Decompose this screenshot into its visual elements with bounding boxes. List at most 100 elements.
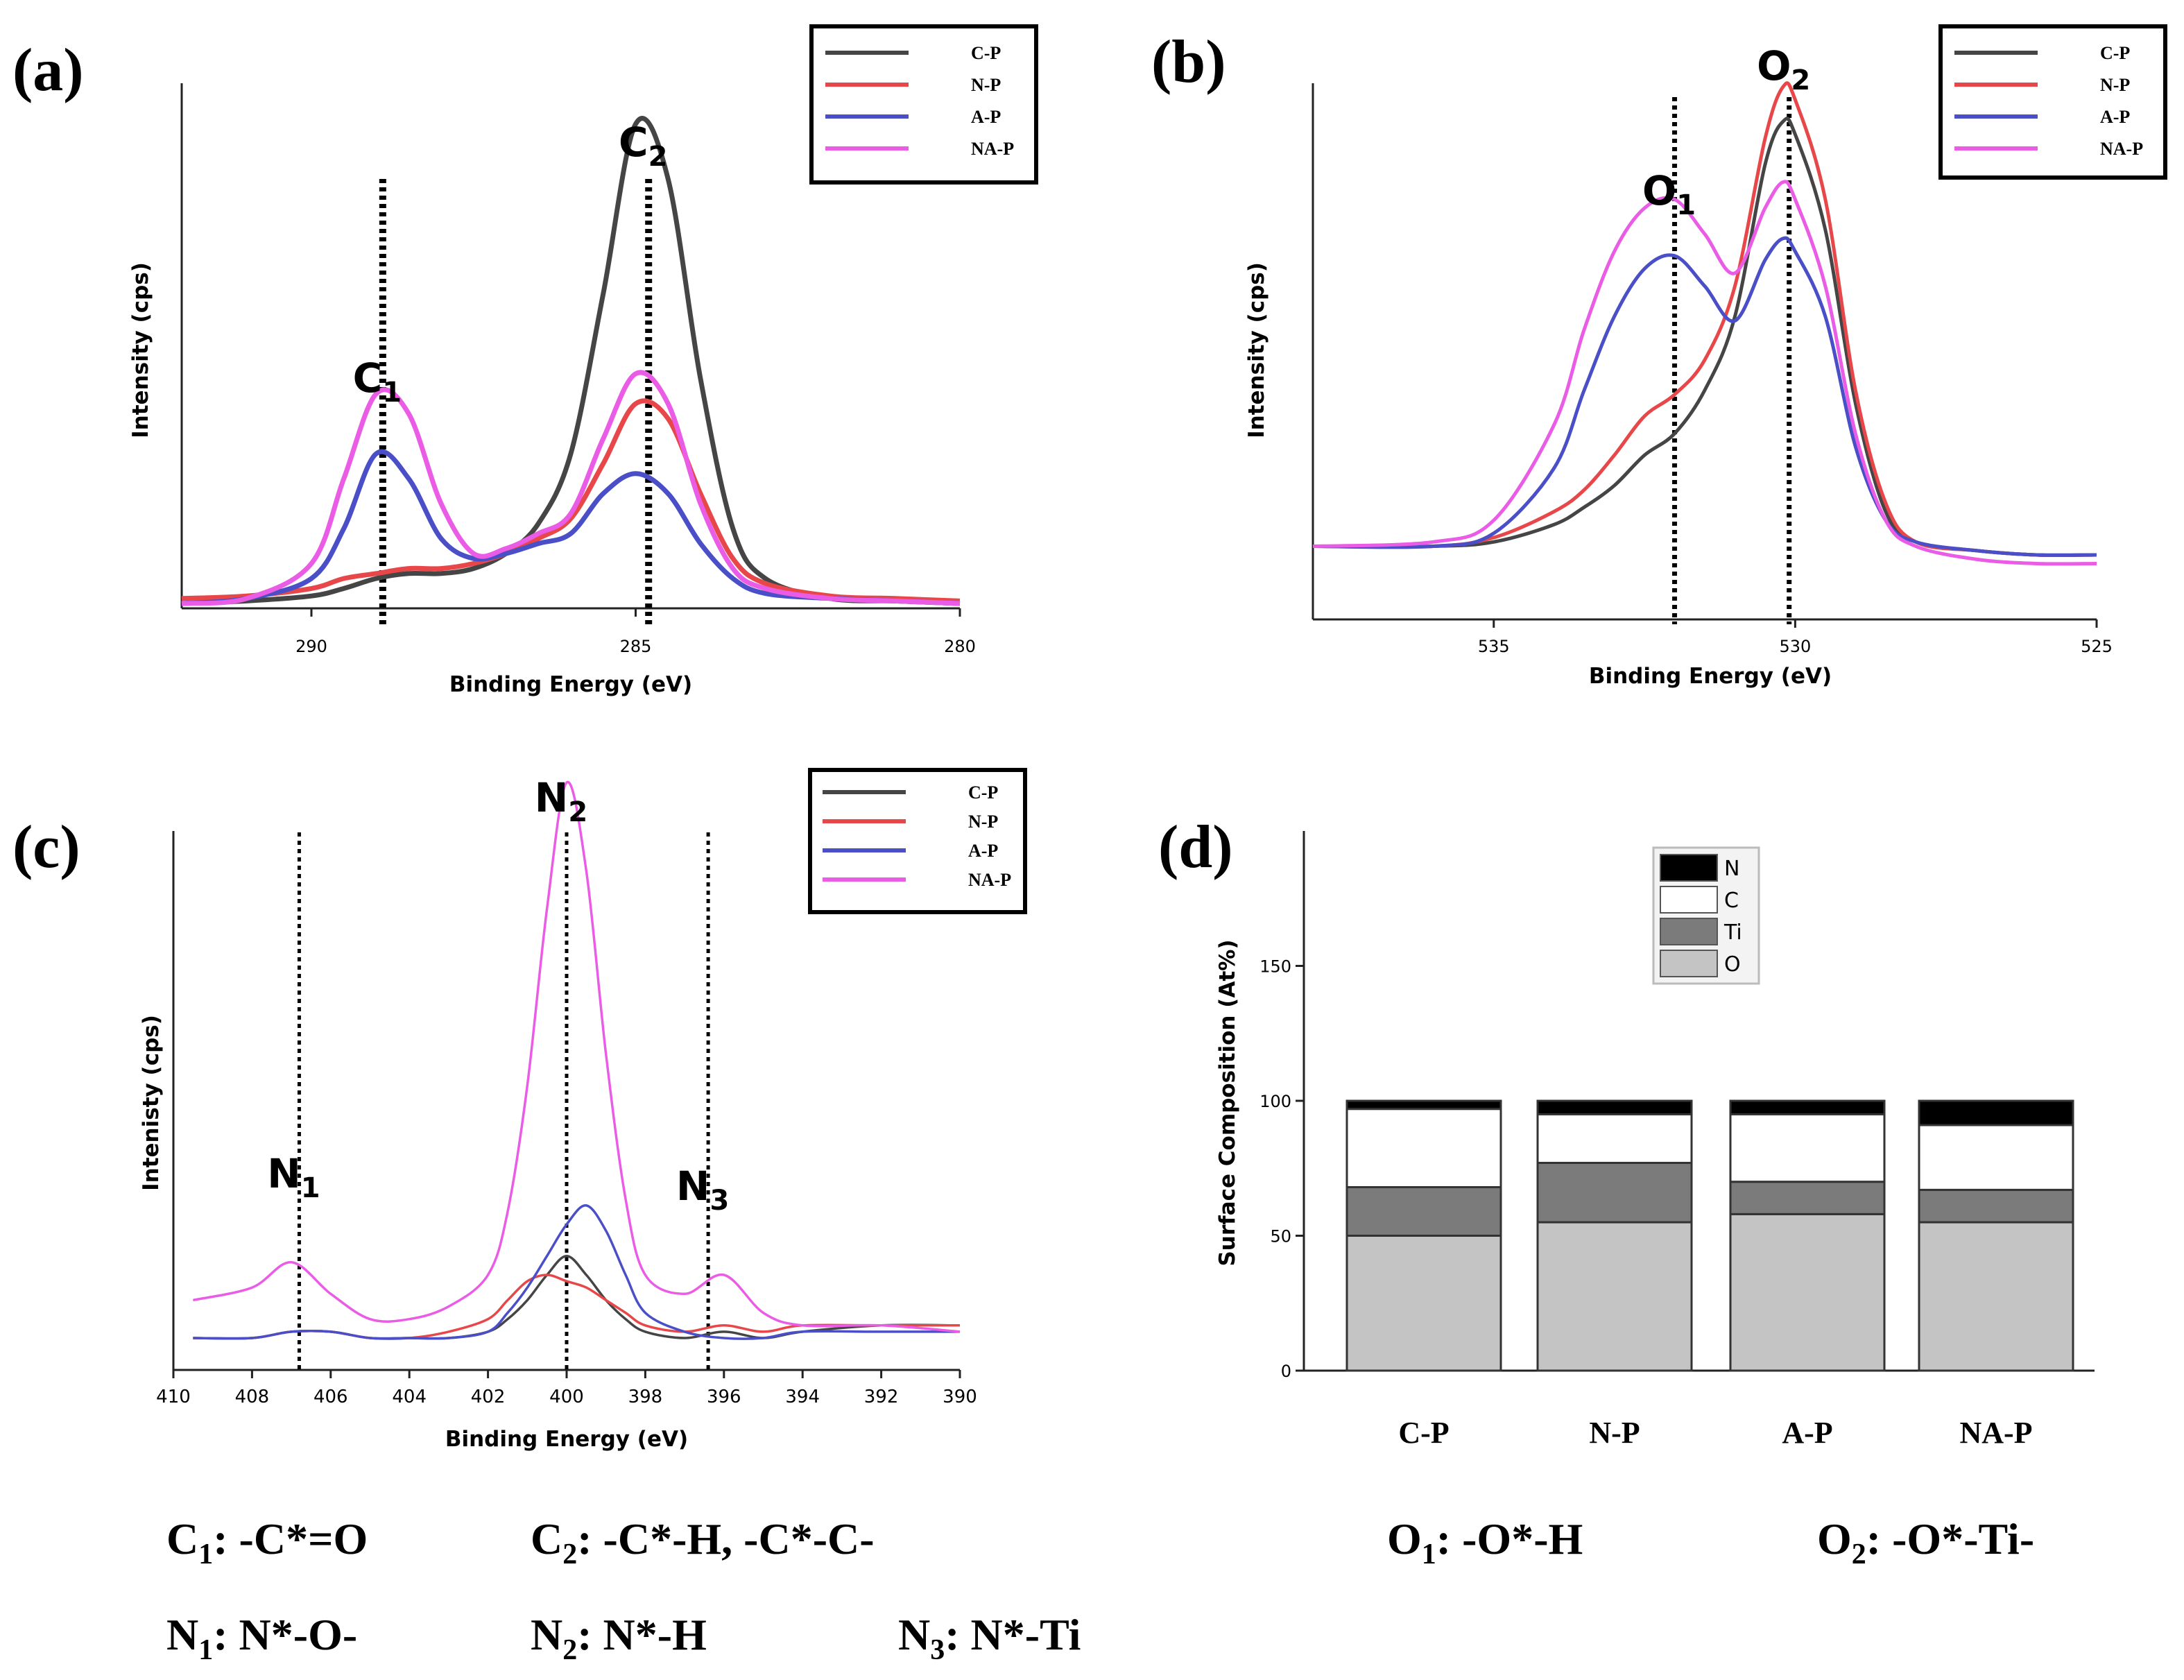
note-c1: C1: -C*=O [166,1514,368,1570]
x-axis-title-a: Binding Energy (eV) [449,672,692,697]
series-line-c-n-p [193,1274,960,1340]
bar-segment-c-p-n [1345,1099,1502,1111]
x-tick-label-b-1: 530 [1779,637,1811,656]
bar-segment-na-p-n [1918,1099,2074,1126]
x-tick-label-c-1: 408 [235,1387,270,1407]
panel-label-a: (a) [12,37,84,104]
legend-d: NC Ti O [1652,846,1760,985]
bar-segment-a-p-ti [1729,1181,1886,1215]
x-tick-label-c-7: 396 [707,1387,741,1407]
series-line-b-n-p [1312,81,2097,557]
category-label-a-p: A-P [1782,1416,1832,1450]
x-tick-label-c-2: 406 [313,1387,348,1407]
x-tick-label-c-4: 402 [471,1387,506,1407]
series-line-a-c-p [181,116,961,606]
y-tick-label-d-0: 0 [1281,1362,1291,1381]
note-o1: O1: -O*-H [1387,1514,1583,1570]
series-line-b-a-p [1312,236,2097,557]
legend-label-d-o: O [1724,952,1741,977]
chart-panel-d: Surface Composition (At%) 0 50 100 150 C-P N… [1215,831,2095,1450]
series-line-b-c-p [1312,117,2097,557]
peak-label-a-1: C2 [619,119,667,173]
legend-b: C-P N-P A-P NA-P [1938,24,2167,180]
x-tick-label-c-10: 390 [943,1387,977,1407]
category-label-c-p: C-P [1398,1416,1449,1450]
x-tick-label-c-5: 400 [549,1387,584,1407]
peak-label-c-2: N3 [676,1163,729,1217]
category-label-n-p: N-P [1589,1416,1640,1450]
series-line-a-n-p [181,398,961,603]
x-axis-title-c: Binding Energy (eV) [445,1427,688,1452]
chart-panel-b: Binding Energy (eV) Intensity (cps) 535 5… [1244,24,2167,689]
legend-label-a-n-p: N-P [971,75,1001,95]
note-n1: N1: N*-O- [166,1610,357,1666]
bar-segment-na-p-o [1918,1221,2074,1372]
bar-segment-a-p-n [1729,1099,1886,1115]
bar-segment-na-p-c [1918,1124,2074,1191]
legend-swatch-d-ti [1660,918,1718,945]
x-tick-label-a-0: 290 [295,637,327,656]
legend-label-a-na-p: NA-P [971,139,1014,159]
bar-segment-c-p-ti [1345,1185,1502,1237]
peak-label-b-1: O2 [1757,42,1810,96]
series-line-b-na-p [1312,180,2097,566]
panel-label-b: (b) [1151,28,1226,96]
legend-a: C-P N-P A-P NA-P [809,24,1038,185]
bar-segment-a-p-o [1729,1212,1886,1372]
x-tick-label-b-2: 525 [2081,637,2113,656]
legend-label-c-c-p: C-P [968,782,998,803]
legend-swatch-d-n [1660,854,1718,882]
legend-label-c-na-p: NA-P [968,870,1011,890]
x-tick-label-a-2: 280 [944,637,976,656]
series-line-c-na-p [192,780,961,1333]
bar-segment-na-p-ti [1918,1188,2074,1224]
y-tick-label-d-3: 150 [1259,957,1291,977]
peak-label-c-0: N1 [267,1150,320,1204]
x-tick-label-c-9: 392 [864,1387,899,1407]
series-line-c-a-p [193,1204,960,1340]
x-tick-label-b-0: 535 [1478,637,1510,656]
x-tick-label-c-0: 410 [156,1387,191,1407]
y-axis-title-d: Surface Composition (At%) [1215,939,1240,1266]
panel-label-c: (c) [12,814,80,881]
note-o2: O2: -O*-Ti- [1817,1514,2034,1570]
y-tick-label-d-1: 50 [1270,1227,1291,1246]
bar-segment-n-p-n [1536,1099,1693,1115]
y-tick-label-d-2: 100 [1259,1092,1291,1111]
bar-segment-a-p-c [1729,1113,1886,1183]
peak-label-c-1: N2 [535,774,587,828]
legend-label-d-ti: Ti [1723,920,1742,945]
category-label-na-p: NA-P [1959,1416,2032,1450]
legend-label-b-na-p: NA-P [2100,139,2143,159]
legend-label-d-c: C [1724,889,1739,913]
legend-label-b-n-p: N-P [2100,75,2130,95]
peak-definitions: C1: -C*=O C2: -C*-H, -C*-C- O1: -O*-H O2… [166,1514,2034,1666]
y-axis-title-c: Intenisty (cps) [139,1015,164,1191]
y-axis-title-b: Intensity (cps) [1244,262,1269,438]
legend-swatch-d-o [1660,950,1718,977]
bar-segment-n-p-c [1536,1113,1693,1164]
legend-label-c-n-p: N-P [968,812,998,832]
x-tick-label-c-6: 398 [628,1387,663,1407]
chart-panel-c: Binding Energy (eV) Intenisty (cps) 410 4… [139,768,1027,1452]
bar-segment-c-p-o [1345,1235,1502,1372]
x-tick-label-c-3: 404 [392,1387,427,1407]
legend-swatch-d-c [1660,886,1718,914]
series-line-a-na-p [181,370,961,606]
x-tick-label-a-1: 285 [620,637,652,656]
bar-segment-n-p-o [1536,1221,1693,1372]
legend-label-b-a-p: A-P [2100,107,2130,127]
legend-label-b-c-p: C-P [2100,43,2130,63]
bar-segment-c-p-c [1345,1108,1502,1188]
panel-label-d: (d) [1158,814,1233,881]
legend-label-d-n: N [1724,857,1739,881]
legend-c: C-P N-P A-P NA-P [808,768,1027,914]
legend-label-a-c-p: C-P [971,43,1001,63]
peak-label-a-0: C1 [353,354,402,409]
note-n2: N2: N*-H [531,1610,707,1666]
series-line-a-a-p [181,449,961,606]
bar-segment-n-p-ti [1536,1161,1693,1224]
note-c2: C2: -C*-H, -C*-C- [531,1514,875,1570]
legend-label-c-a-p: A-P [968,841,998,861]
